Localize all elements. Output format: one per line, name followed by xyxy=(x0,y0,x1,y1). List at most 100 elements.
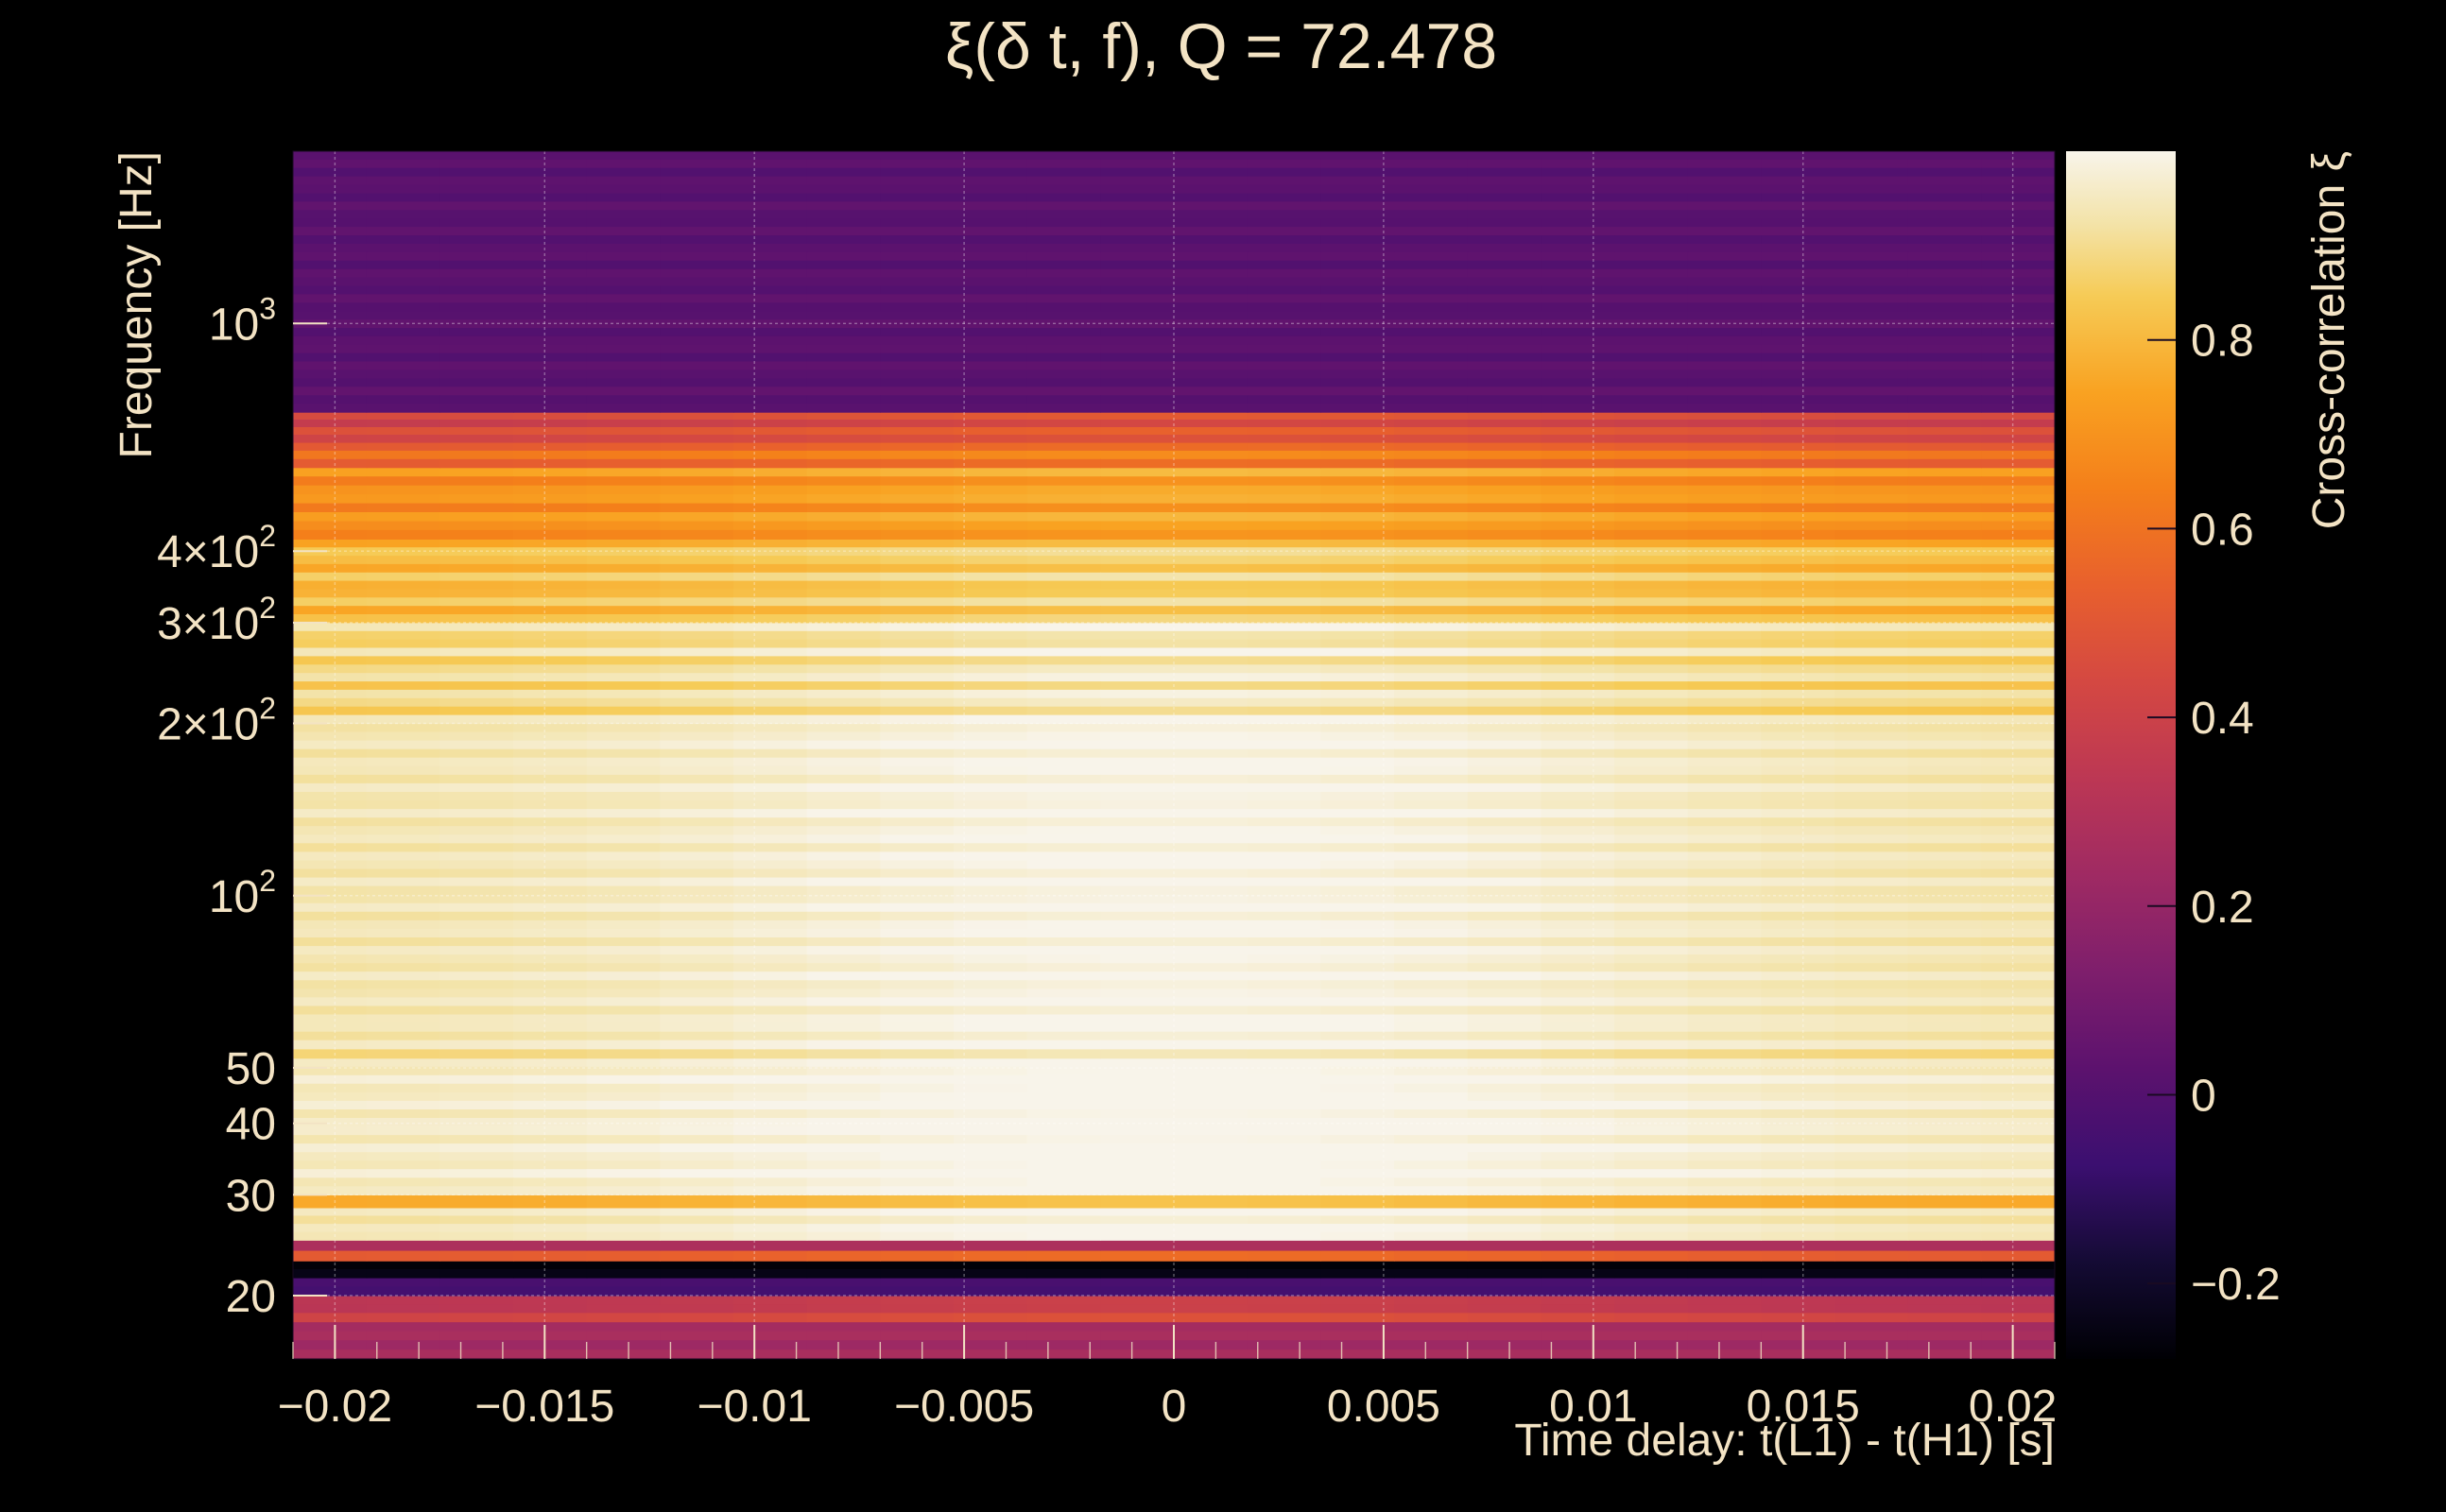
heatmap-cell xyxy=(1320,834,1395,844)
heatmap-cell xyxy=(1834,622,1909,632)
heatmap-cell xyxy=(439,723,514,733)
heatmap-cell xyxy=(1541,494,1615,505)
heatmap-cell xyxy=(1467,1177,1542,1187)
heatmap-cell xyxy=(1907,1340,1982,1350)
heatmap-cell xyxy=(1320,1250,1395,1262)
heatmap-cell xyxy=(1320,1066,1395,1076)
heatmap-cell xyxy=(1247,731,1321,742)
heatmap-cell xyxy=(806,1135,881,1144)
heatmap-cell xyxy=(1100,184,1175,195)
heatmap-cell xyxy=(1467,843,1542,852)
heatmap-cell xyxy=(954,302,1028,312)
heatmap-cell xyxy=(660,1040,734,1050)
heatmap-cell xyxy=(1761,1005,1835,1016)
heatmap-cell xyxy=(1026,689,1101,699)
heatmap-cell xyxy=(439,894,514,904)
heatmap-cell xyxy=(660,285,734,295)
heatmap-cell xyxy=(1761,294,1835,303)
heatmap-cell xyxy=(366,748,440,759)
heatmap-cell xyxy=(1687,442,1762,452)
heatmap-cell xyxy=(1834,1340,1909,1350)
heatmap-cell xyxy=(1026,159,1101,169)
heatmap-cell xyxy=(1687,503,1762,513)
heatmap-cell xyxy=(1761,1177,1835,1187)
heatmap-cell xyxy=(1687,547,1762,557)
heatmap-plot-area xyxy=(293,151,2055,1359)
heatmap-cell xyxy=(1247,512,1321,523)
heatmap-cell xyxy=(586,1014,661,1024)
heatmap-cell xyxy=(1100,1321,1175,1332)
heatmap-cell xyxy=(1834,494,1909,505)
heatmap-cell xyxy=(1026,774,1101,784)
heatmap-cell xyxy=(1247,294,1321,303)
heatmap-cell xyxy=(513,894,588,904)
heatmap-cell xyxy=(1541,151,1615,161)
heatmap-cell xyxy=(954,1074,1028,1085)
heatmap-cell xyxy=(1320,765,1395,776)
heatmap-cell xyxy=(1100,971,1175,981)
heatmap-cell xyxy=(1687,792,1762,801)
heatmap-cell xyxy=(439,1186,514,1195)
heatmap-cell xyxy=(1907,218,1982,228)
heatmap-cell xyxy=(1174,714,1249,725)
heatmap-cell xyxy=(586,268,661,279)
heatmap-cell xyxy=(660,714,734,725)
heatmap-cell xyxy=(954,868,1028,879)
heatmap-cell xyxy=(1320,782,1395,793)
heatmap-cell xyxy=(1614,606,1689,615)
heatmap-cell xyxy=(733,151,808,161)
heatmap-cell xyxy=(1834,503,1909,513)
heatmap-cell xyxy=(439,980,514,989)
heatmap-cell xyxy=(1174,647,1249,657)
heatmap-cell xyxy=(439,1005,514,1016)
heatmap-cell xyxy=(1761,860,1835,870)
heatmap-cell xyxy=(954,988,1028,999)
heatmap-cell xyxy=(366,361,440,371)
heatmap-cell xyxy=(1394,919,1469,930)
heatmap-cell xyxy=(293,748,368,759)
heatmap-cell xyxy=(1320,244,1395,253)
heatmap-cell xyxy=(1320,606,1395,615)
heatmap-cell xyxy=(439,476,514,487)
heatmap-cell xyxy=(366,1083,440,1093)
heatmap-cell xyxy=(1907,539,1982,548)
heatmap-cell xyxy=(1026,1014,1101,1024)
heatmap-cell xyxy=(1100,395,1175,404)
heatmap-cell xyxy=(806,723,881,733)
heatmap-cell xyxy=(733,1152,808,1161)
heatmap-cell xyxy=(366,319,440,329)
heatmap-cell xyxy=(880,774,955,784)
heatmap-cell xyxy=(1247,1169,1321,1178)
heatmap-cell xyxy=(1834,420,1909,428)
heatmap-cell xyxy=(586,184,661,195)
heatmap-cell xyxy=(1907,954,1982,964)
heatmap-cell xyxy=(1247,193,1321,202)
heatmap-cell xyxy=(1907,277,1982,287)
heatmap-cell xyxy=(1320,826,1395,835)
heatmap-cell xyxy=(954,630,1028,641)
heatmap-cell xyxy=(513,622,588,632)
heatmap-cell xyxy=(1981,294,2055,303)
heatmap-cell xyxy=(293,997,368,1007)
heatmap-cell xyxy=(1761,723,1835,733)
heatmap-cell xyxy=(366,622,440,632)
heatmap-cell xyxy=(1687,1194,1762,1209)
heatmap-cell xyxy=(1687,1118,1762,1127)
heatmap-cell xyxy=(1394,1207,1469,1216)
heatmap-cell xyxy=(1394,503,1469,513)
heatmap-cell xyxy=(1687,714,1762,725)
heatmap-cell xyxy=(1026,285,1101,295)
heatmap-cell xyxy=(733,395,808,404)
heatmap-cell xyxy=(1467,1207,1542,1216)
heatmap-cell xyxy=(1026,1261,1101,1270)
heatmap-cell xyxy=(366,1074,440,1085)
heatmap-cell xyxy=(1614,1109,1689,1119)
heatmap-cell xyxy=(1100,817,1175,827)
heatmap-cell xyxy=(1247,1224,1321,1233)
heatmap-cell xyxy=(954,740,1028,750)
heatmap-cell xyxy=(586,589,661,598)
heatmap-cell xyxy=(954,369,1028,379)
heatmap-cell xyxy=(806,757,881,767)
heatmap-cell xyxy=(1247,1215,1321,1225)
heatmap-cell xyxy=(1981,639,2055,649)
